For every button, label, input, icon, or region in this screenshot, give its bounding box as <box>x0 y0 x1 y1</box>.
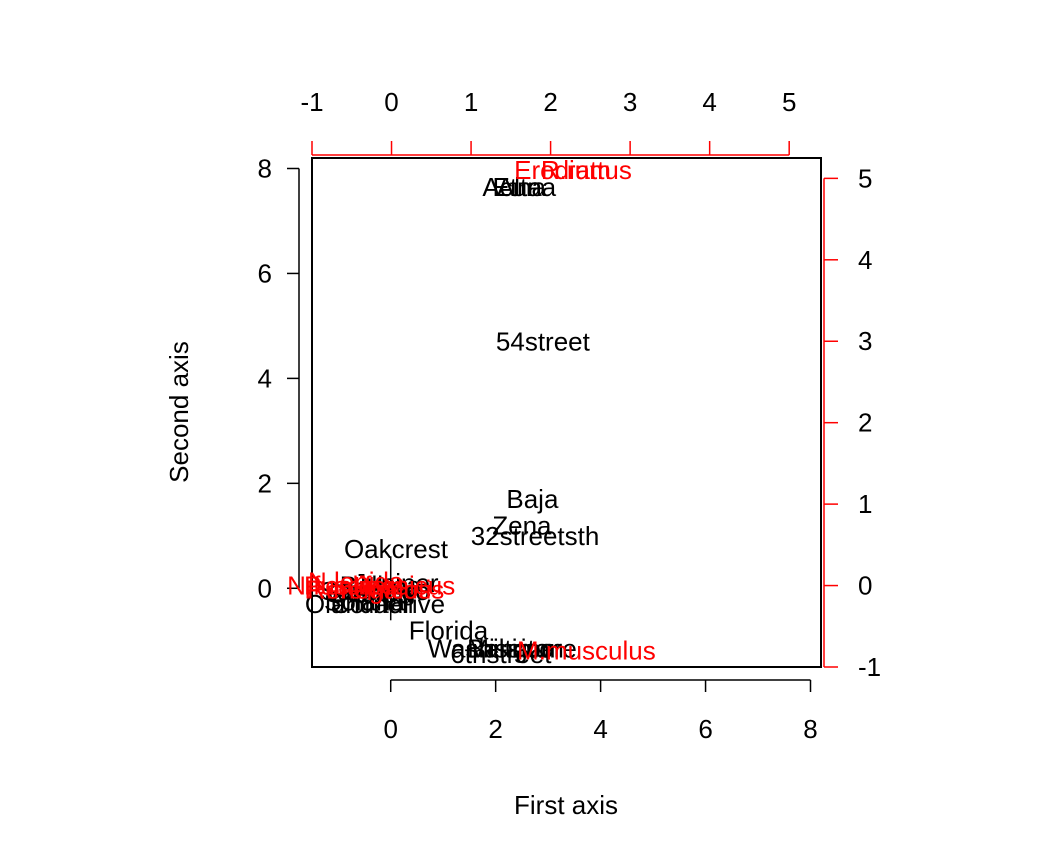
species-x-axis: -1 0 1 2 3 4 5 <box>300 87 796 156</box>
site-label: 6thstreet <box>450 639 552 669</box>
species-y-tick-label: 1 <box>858 489 872 519</box>
site-label: Olanda <box>328 579 412 609</box>
site-label: Oakcrest <box>344 534 449 564</box>
site-label: 32streetsth <box>471 521 600 551</box>
species-x-tick-label: 5 <box>782 87 796 117</box>
site-label: Alta <box>497 172 542 202</box>
x-tick-label: 2 <box>488 714 502 744</box>
site-label: Sandiego <box>320 576 430 606</box>
species-label: P.californicus <box>304 571 455 601</box>
site-label: Juniper <box>353 568 439 598</box>
species-y-axis: -1 0 1 2 3 4 5 <box>823 163 881 682</box>
species-x-tick-label: 3 <box>623 87 637 117</box>
y-tick-label: 8 <box>258 153 272 183</box>
species-y-tick-label: -1 <box>858 652 881 682</box>
y-tick-label: 0 <box>258 573 272 603</box>
y-tick-label: 6 <box>258 258 272 288</box>
x-tick-label: 0 <box>383 714 397 744</box>
species-x-tick-label: 0 <box>384 87 398 117</box>
site-label: Balboa <box>340 571 421 601</box>
site-label: 54street <box>496 327 591 357</box>
x-tick-label: 4 <box>593 714 607 744</box>
species-x-tick-label: -1 <box>300 87 323 117</box>
species-label: P.eremicus <box>304 575 431 605</box>
plot-frame <box>311 157 822 668</box>
site-label: Cornell <box>331 589 413 619</box>
site-label: Mission <box>467 634 555 664</box>
x-tick-label: 6 <box>698 714 712 744</box>
species-label: N.lepida <box>308 566 404 596</box>
species-label: R.megalotis <box>307 575 444 605</box>
species-y-tick-label: 3 <box>858 326 872 356</box>
species-y-tick-label: 4 <box>858 245 872 275</box>
site-label: Olandadrive <box>305 589 445 619</box>
species-y-tick-label: 0 <box>858 571 872 601</box>
species-x-tick-label: 2 <box>543 87 557 117</box>
species-x-tick-label: 1 <box>464 87 478 117</box>
y-tick-label: 4 <box>258 363 272 393</box>
site-label: Baja <box>506 484 559 514</box>
species-label: Erodium <box>514 155 611 185</box>
species-label: R.rattus <box>541 155 632 185</box>
site-label: Etna <box>493 172 547 202</box>
species-y-tick-label: 2 <box>858 408 872 438</box>
site-label: Acuna <box>482 172 556 202</box>
site-label: Baltimore <box>467 634 577 664</box>
species-x-tick-label: 4 <box>702 87 716 117</box>
y-tick-label: 2 <box>258 468 272 498</box>
species-y-tick-label: 5 <box>858 163 872 193</box>
site-label: Zena <box>492 510 552 540</box>
site-label: Washington <box>427 634 563 664</box>
x-tick-label: 8 <box>803 714 817 744</box>
site-label: Solana <box>324 586 405 616</box>
x-axis-title: First axis <box>514 790 618 820</box>
site-y-axis: 0 2 4 6 8 <box>258 153 300 603</box>
origin-crosshair <box>366 556 415 621</box>
species-label: N.fuscipes <box>287 571 408 601</box>
site-label: Florida <box>409 615 489 645</box>
species-label: M.musculus <box>517 636 656 666</box>
site-x-axis: 0 2 4 6 8 <box>383 679 818 744</box>
y-axis-title: Second axis <box>164 341 194 483</box>
